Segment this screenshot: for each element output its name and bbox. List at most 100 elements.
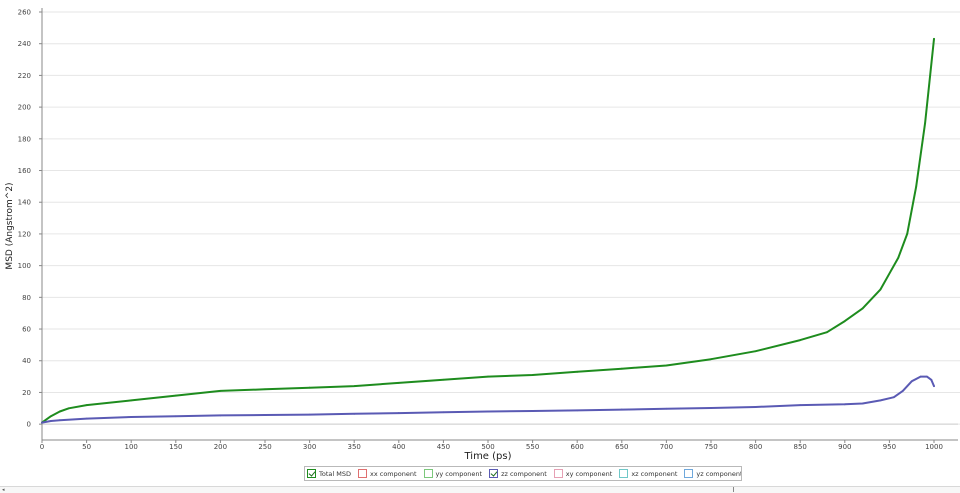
legend-label: xy component	[565, 469, 613, 478]
legend-zz-component[interactable]: zz component	[489, 469, 547, 478]
splitter-handle[interactable]	[733, 487, 734, 492]
legend-xx-component[interactable]: xx component	[358, 469, 417, 478]
legend-yy-component[interactable]: yy component	[423, 469, 483, 478]
series-total-msd-point	[308, 386, 311, 389]
y-tick-label: 120	[18, 230, 31, 238]
series-zz-component-point	[710, 407, 712, 409]
x-tick-label: 500	[481, 443, 494, 451]
series-total-msd-point	[442, 378, 445, 381]
legend-label: yz component	[696, 469, 742, 478]
series-zz-component-point	[130, 416, 133, 418]
series-zz-component-point	[754, 406, 757, 408]
legend-checkbox[interactable]	[489, 469, 499, 478]
y-tick-label: 200	[18, 104, 31, 112]
legend-total-msd[interactable]: Total MSD	[307, 469, 351, 478]
legend-label: yy component	[435, 469, 483, 478]
series-total-msd-point	[915, 185, 918, 188]
legend-checkbox[interactable]	[553, 469, 563, 478]
x-tick-label: 700	[660, 443, 673, 451]
series-total-msd-point	[58, 410, 61, 413]
series-zz-component-point	[910, 380, 913, 383]
x-tick-label: 750	[704, 443, 717, 451]
x-tick-label: 600	[571, 443, 584, 451]
x-tick-labels: 0 50 100 150 200 250 300 350 400 450 500 550 600 650 7…	[40, 443, 943, 451]
series-total-msd-point	[576, 370, 579, 373]
series-total-msd-point	[754, 350, 757, 353]
series-zz-component-point	[531, 410, 534, 412]
series-total-msd-point	[50, 415, 52, 418]
x-tick-label: 1000	[925, 443, 943, 451]
y-tick-label: 220	[18, 72, 31, 80]
series-zz-component-point	[901, 389, 904, 392]
series-zz-component-point	[933, 385, 935, 388]
series-zz-component-point	[308, 413, 311, 416]
series-total-msd-point	[799, 339, 802, 342]
x-axis-label: Time (ps)	[463, 451, 511, 462]
series-zz-component-point	[930, 378, 933, 381]
series-total-msd-point	[130, 399, 133, 402]
series-zz-component-point	[174, 415, 177, 418]
series-total-msd-point	[924, 122, 926, 124]
legend-checkbox[interactable]	[684, 469, 694, 478]
series-zz-component-point	[925, 375, 928, 378]
y-axis-label: MSD (Angstrom^2)	[5, 182, 15, 269]
legend-xz-component[interactable]: xz component	[619, 469, 677, 478]
x-tick-label: 900	[838, 443, 851, 451]
y-tick-label: 140	[18, 199, 31, 207]
legend-yz-component[interactable]: yz component	[684, 469, 742, 478]
legend-label: Total MSD	[319, 469, 351, 478]
y-tick-label: 260	[18, 9, 31, 17]
horizontal-scrollbar[interactable]	[0, 486, 960, 493]
series-zz-component-point	[41, 421, 43, 424]
legend-label: zz component	[501, 469, 547, 478]
series-total-msd-line	[41, 37, 935, 424]
x-tick-label: 800	[749, 443, 762, 451]
legend-checkbox[interactable]	[358, 469, 367, 478]
x-tick-label: 50	[82, 443, 91, 451]
y-tick-label: 160	[18, 167, 31, 175]
series-total-msd-point	[67, 407, 70, 410]
series-zz-component-point	[861, 402, 864, 405]
chart-legend: Total MSD xx component yy component zz c…	[304, 466, 742, 481]
series-total-msd-point	[665, 364, 668, 367]
series-total-msd-point	[487, 375, 489, 378]
x-tick-label: 100	[125, 443, 138, 451]
series-total-msd-point	[620, 367, 623, 370]
msd-chart: 0 20 40 60 80 100 120 140 160 180 200 220 240 260 0 50…	[5, 8, 960, 462]
x-tick-label: 650	[615, 443, 628, 451]
legend-label: xz component	[631, 469, 678, 478]
series-total-msd-point	[826, 331, 828, 334]
series-zz-component-point	[58, 419, 61, 422]
series-total-msd-point	[353, 385, 356, 388]
series-zz-component-point	[843, 403, 846, 406]
legend-label: xx component	[370, 469, 417, 478]
series-total-msd-point	[397, 382, 400, 384]
x-tick-label: 150	[169, 443, 182, 451]
series-total-msd-point	[264, 388, 266, 391]
x-tick-label: 350	[348, 443, 361, 451]
axes	[39, 8, 958, 443]
series-zz-component-point	[620, 408, 623, 411]
legend-checkbox[interactable]	[307, 469, 316, 478]
series-total-msd-point	[897, 256, 900, 259]
grid-lines	[42, 11, 960, 425]
y-tick-label: 0	[27, 421, 31, 429]
legend-checkbox[interactable]	[423, 469, 433, 478]
legend-checkbox[interactable]	[619, 469, 629, 478]
x-tick-label: 550	[526, 443, 539, 451]
series-total-msd-point	[174, 394, 177, 397]
series-total-msd-point	[861, 307, 864, 310]
series-zz-component-point	[799, 404, 802, 407]
scroll-left-icon[interactable]: ◂	[2, 487, 5, 493]
x-tick-label: 850	[794, 443, 807, 451]
x-tick-label: 400	[392, 443, 405, 451]
y-tick-label: 80	[22, 294, 31, 302]
series-zz-component-line	[41, 375, 935, 424]
y-tick-label: 40	[22, 357, 31, 365]
series-zz-component-point	[919, 375, 922, 378]
y-tick-label: 20	[22, 389, 31, 397]
legend-xy-component[interactable]: xy component	[553, 469, 613, 478]
x-tick-label: 950	[883, 443, 896, 451]
series-zz-component-point	[665, 407, 668, 410]
y-tick-label: 60	[22, 326, 31, 334]
